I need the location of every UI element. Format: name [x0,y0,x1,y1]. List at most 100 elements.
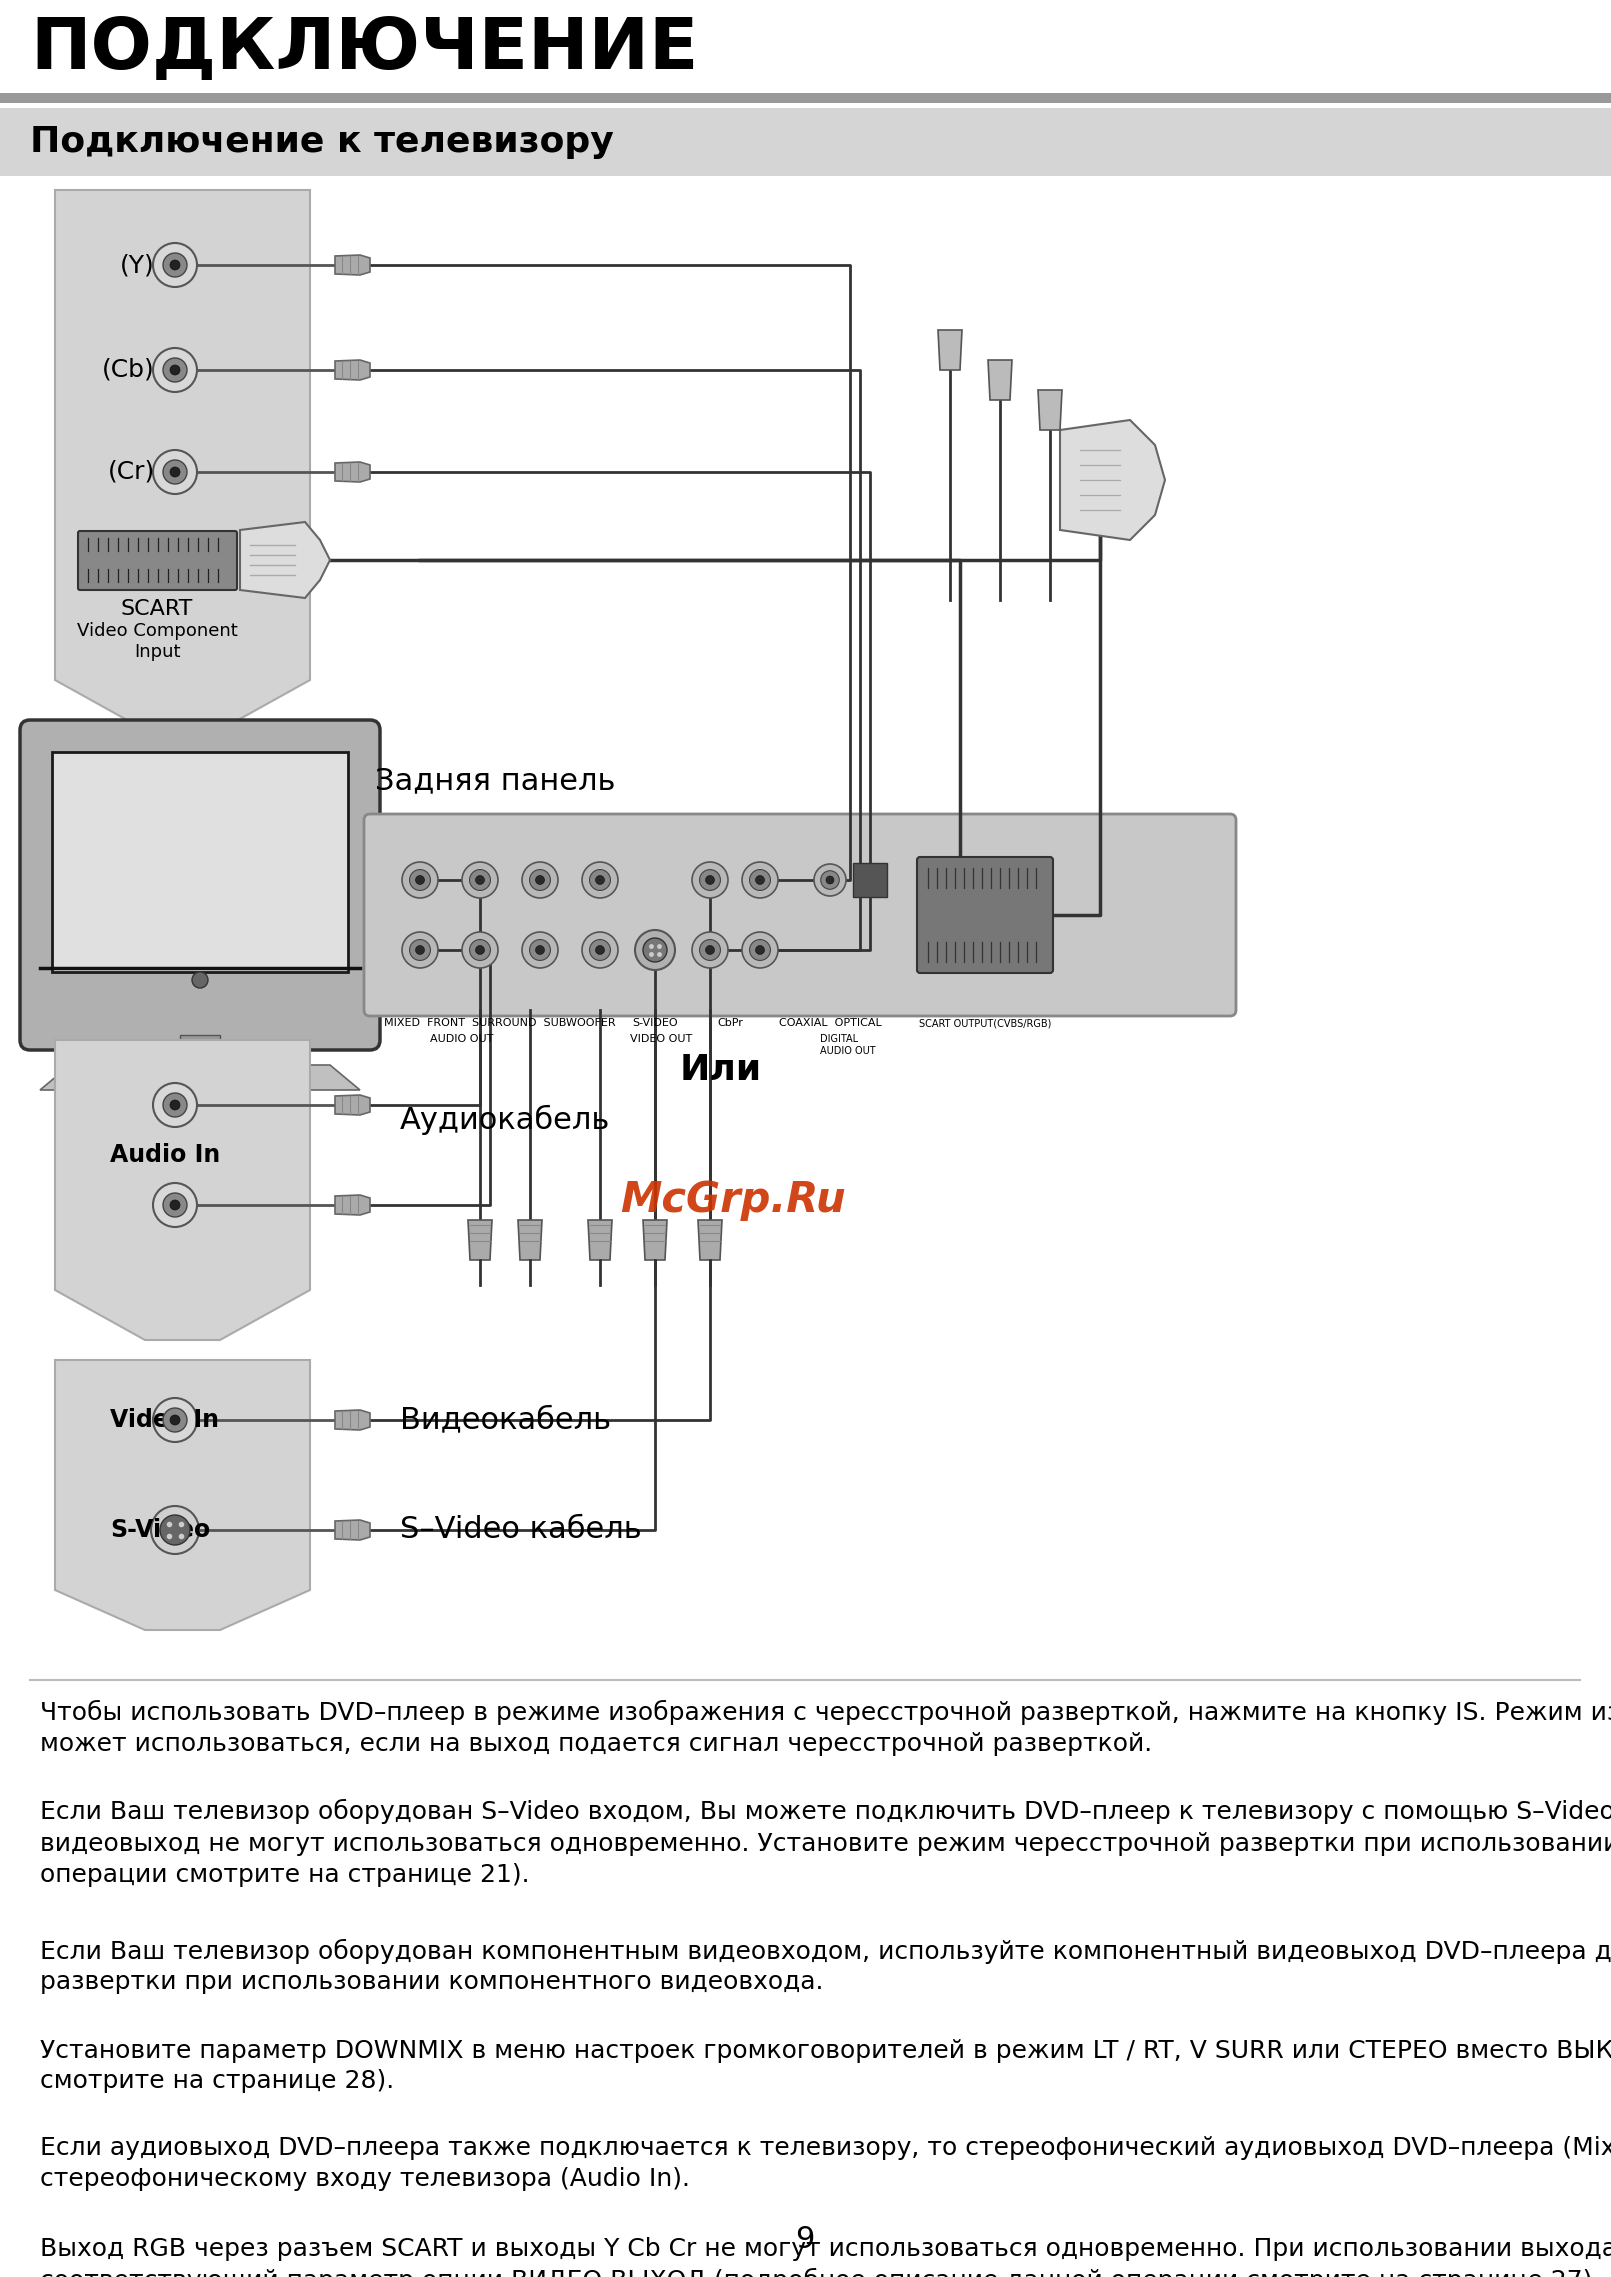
Polygon shape [55,1359,309,1630]
Circle shape [171,1200,180,1209]
Polygon shape [1037,389,1062,430]
Polygon shape [588,1220,612,1259]
Text: Audio In: Audio In [110,1143,221,1168]
Text: (Cr): (Cr) [108,460,155,485]
FancyBboxPatch shape [852,863,888,897]
Circle shape [749,940,770,961]
Circle shape [475,874,485,883]
Text: 9: 9 [796,2225,815,2254]
Text: (Y): (Y) [121,253,155,278]
Text: S–Video кабель: S–Video кабель [400,1516,641,1544]
FancyBboxPatch shape [77,531,237,590]
Circle shape [814,863,846,897]
Text: Чтобы использовать DVD–плеер в режиме изображения с чересстрочной разверткой, на: Чтобы использовать DVD–плеер в режиме из… [40,1701,1611,1756]
Polygon shape [335,1095,371,1116]
Circle shape [535,945,545,954]
Text: SCART: SCART [121,599,193,619]
Circle shape [171,260,180,271]
Polygon shape [469,1220,491,1259]
Circle shape [699,940,720,961]
Polygon shape [55,189,309,731]
Circle shape [153,1084,197,1127]
Circle shape [163,1407,187,1432]
Text: Аудиокабель: Аудиокабель [400,1104,611,1136]
Circle shape [153,348,197,392]
Text: S-Video: S-Video [110,1519,211,1542]
Circle shape [403,863,438,897]
Bar [0,107,1611,175]
Polygon shape [335,1195,371,1216]
Circle shape [596,945,604,954]
Circle shape [151,1505,200,1553]
Text: Подключение к телевизору: Подключение к телевизору [31,125,614,159]
Circle shape [462,863,498,897]
Text: Если Ваш телевизор оборудован компонентным видеовходом, используйте компонентный: Если Ваш телевизор оборудован компонентн… [40,1938,1611,1995]
Circle shape [153,1398,197,1441]
FancyBboxPatch shape [917,856,1054,972]
Circle shape [409,940,430,961]
FancyBboxPatch shape [19,720,380,1050]
Circle shape [462,931,498,968]
Circle shape [820,870,839,890]
Circle shape [693,863,728,897]
Bar [0,93,1611,102]
Circle shape [163,357,187,383]
Text: CbPr: CbPr [717,1018,743,1027]
Polygon shape [938,330,962,369]
Text: Video In: Video In [110,1407,219,1432]
Polygon shape [335,255,371,276]
Circle shape [756,874,765,883]
Circle shape [416,874,425,883]
Text: McGrp.Ru: McGrp.Ru [620,1179,846,1220]
Circle shape [153,1184,197,1227]
Polygon shape [335,360,371,380]
Circle shape [171,1100,180,1109]
Polygon shape [40,1066,359,1091]
Circle shape [192,972,208,988]
Polygon shape [335,1409,371,1430]
Circle shape [826,877,834,883]
Text: MIXED  FRONT  SURROUND  SUBWOOFER: MIXED FRONT SURROUND SUBWOOFER [383,1018,615,1027]
Polygon shape [698,1220,722,1259]
Text: (Cb): (Cb) [101,357,155,383]
Circle shape [643,938,667,961]
Polygon shape [335,462,371,483]
Circle shape [475,945,485,954]
FancyBboxPatch shape [180,1036,221,1066]
Circle shape [522,863,557,897]
Circle shape [163,1193,187,1216]
Polygon shape [240,521,330,599]
FancyBboxPatch shape [52,751,348,972]
Circle shape [153,451,197,494]
Circle shape [469,870,490,890]
Circle shape [416,945,425,954]
Circle shape [743,931,778,968]
Circle shape [171,1414,180,1425]
Circle shape [163,253,187,278]
Text: Или: Или [680,1052,762,1086]
Text: Если Ваш телевизор оборудован S–Video входом, Вы можете подключить DVD–плеер к т: Если Ваш телевизор оборудован S–Video вх… [40,1799,1611,1888]
Text: COAXIAL  OPTICAL: COAXIAL OPTICAL [778,1018,881,1027]
Circle shape [635,929,675,970]
Circle shape [469,940,490,961]
Circle shape [706,945,715,954]
Circle shape [749,870,770,890]
Text: Video Component
Input: Video Component Input [77,622,237,660]
Text: SCART OUTPUT(CVBS/RGB): SCART OUTPUT(CVBS/RGB) [918,1018,1052,1027]
Circle shape [706,874,715,883]
Text: ПОДКЛЮЧЕНИЕ: ПОДКЛЮЧЕНИЕ [31,16,699,84]
Text: Задняя панель: Задняя панель [375,765,615,795]
Circle shape [699,870,720,890]
Circle shape [530,870,551,890]
Circle shape [756,945,765,954]
Circle shape [743,863,778,897]
Circle shape [171,364,180,376]
Circle shape [582,863,619,897]
Circle shape [590,940,611,961]
Circle shape [153,244,197,287]
Circle shape [590,870,611,890]
Text: DIGITAL
AUDIO OUT: DIGITAL AUDIO OUT [820,1034,876,1057]
Text: Выход RGB через разъем SCART и выходы Y Cb Cr не могут использоваться одновремен: Выход RGB через разъем SCART и выходы Y … [40,2236,1611,2277]
Polygon shape [988,360,1012,401]
Polygon shape [55,1041,309,1339]
